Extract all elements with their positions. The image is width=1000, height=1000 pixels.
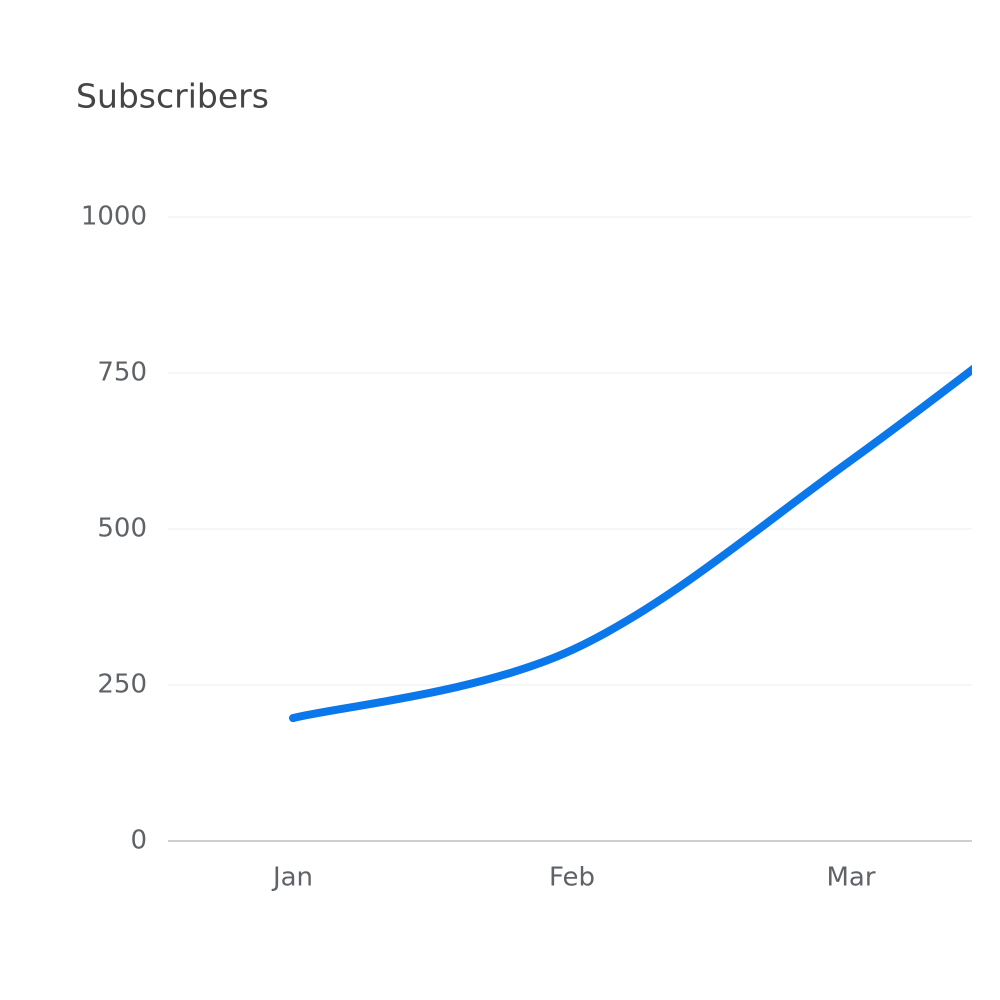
- y-tick-label: 0: [130, 826, 147, 856]
- x-tick-label: Jan: [271, 863, 313, 893]
- y-tick-label: 250: [97, 670, 147, 700]
- y-tick-label: 500: [97, 514, 147, 544]
- chart-title: Subscribers: [76, 77, 269, 116]
- x-tick-label: Feb: [549, 863, 595, 893]
- x-tick-label: Mar: [826, 863, 875, 893]
- grid: [168, 216, 972, 842]
- y-tick-label: 750: [97, 358, 147, 388]
- line: [289, 364, 972, 723]
- y-tick-label: 1000: [81, 202, 147, 232]
- plot-area: [289, 364, 972, 723]
